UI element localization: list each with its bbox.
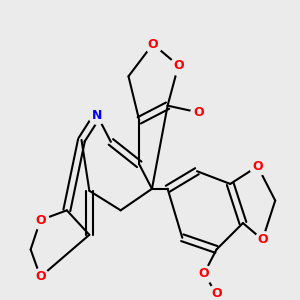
Text: O: O: [211, 287, 222, 300]
Text: N: N: [92, 109, 102, 122]
Text: O: O: [252, 160, 263, 173]
Text: O: O: [35, 270, 46, 284]
Text: O: O: [173, 59, 184, 72]
Text: O: O: [194, 106, 204, 119]
Text: O: O: [257, 233, 268, 246]
Text: O: O: [35, 214, 46, 226]
Text: O: O: [148, 38, 158, 50]
Text: O: O: [199, 267, 209, 280]
